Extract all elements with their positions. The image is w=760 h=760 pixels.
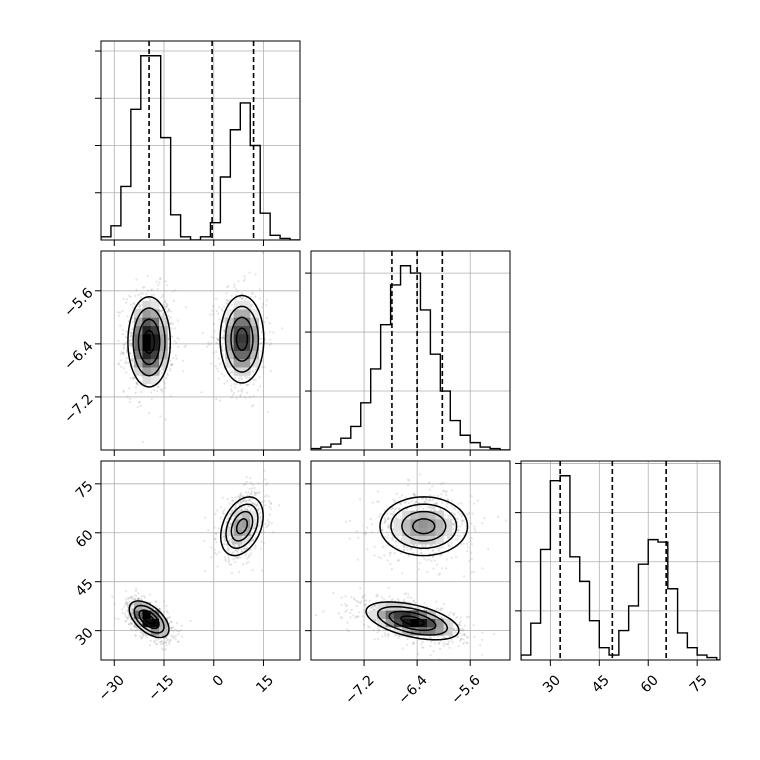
joint-panel-0-2 (100, 460, 301, 661)
contour-1-2 (390, 503, 458, 550)
axes-frame-0-2 (100, 460, 301, 661)
contour-0-3 (128, 600, 170, 639)
contour-0-0 (143, 613, 155, 625)
contour-1-0 (235, 518, 249, 535)
histogram-step-1 (311, 265, 510, 450)
contour-1-0 (235, 327, 249, 351)
contour-1-2 (224, 305, 260, 373)
y-tick-label: 30 (73, 625, 97, 649)
y-tick-label: −6.4 (61, 338, 96, 373)
contour-1-1 (230, 510, 254, 542)
contour-0-1 (138, 609, 160, 630)
contour-0-1 (137, 318, 161, 366)
histogram-panel-2 (515, 460, 721, 661)
x-tick-label: −30 (96, 672, 128, 704)
y-tick-label: 45 (73, 576, 97, 600)
y-tick-label: −7.2 (61, 391, 96, 426)
contour-1-3 (379, 496, 469, 557)
contour-1-3 (219, 496, 264, 557)
contour-1-3 (219, 294, 265, 384)
x-tick-label: −6.4 (395, 672, 430, 707)
histogram-panel-0 (95, 40, 301, 241)
y-tick-label: −5.6 (61, 285, 96, 320)
axes-frame-2-2 (520, 460, 721, 661)
contour-0-3 (127, 296, 172, 388)
contour-0-2 (376, 605, 449, 636)
x-tick-label: 30 (540, 672, 564, 696)
x-tick-label: 45 (589, 672, 613, 696)
contour-0-3 (365, 601, 460, 641)
y-tick-label: 60 (73, 527, 97, 551)
histogram-panel-1 (305, 250, 511, 451)
axes-frame-0-0 (100, 40, 301, 241)
contour-0-1 (388, 610, 437, 632)
contour-0-2 (133, 604, 165, 634)
contour-0-0 (400, 615, 425, 627)
x-tick-label: −15 (145, 672, 177, 704)
x-tick-label: 0 (210, 672, 228, 690)
joint-panel-1-2 (310, 460, 511, 661)
x-tick-label: 15 (253, 672, 277, 696)
joint-panel-0-1 (100, 250, 301, 451)
axes-frame-1-2 (310, 460, 511, 661)
histogram-step-2 (521, 475, 720, 660)
contour-1-1 (230, 316, 254, 362)
contour-1-2 (225, 503, 259, 550)
axes-frame-1-1 (310, 250, 511, 451)
contour-1-0 (412, 518, 436, 535)
density-cells (134, 510, 259, 636)
x-tick-label: −7.2 (342, 672, 377, 707)
x-tick-label: 60 (638, 672, 662, 696)
contour-0-2 (132, 307, 166, 377)
contour-1-1 (401, 510, 447, 542)
contour-0-0 (143, 329, 156, 354)
histogram-step-0 (101, 55, 300, 240)
axes-frame-0-1 (100, 250, 301, 451)
x-tick-label: 75 (687, 672, 711, 696)
x-tick-label: −5.6 (448, 672, 483, 707)
y-tick-label: 75 (73, 478, 97, 502)
